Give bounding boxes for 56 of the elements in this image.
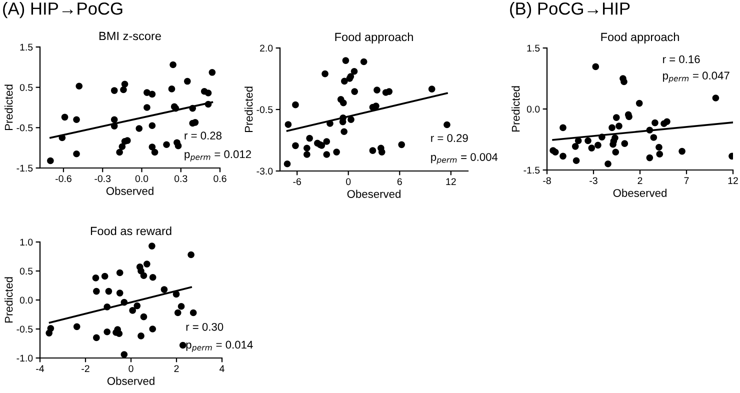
y-tick-label: 1.5: [20, 44, 33, 51]
x-tick-label: -8: [543, 177, 551, 184]
x-tick-label: 0: [128, 365, 134, 372]
y-tick-label: 0.5: [20, 268, 33, 275]
x-axis-title: Obeserved: [613, 188, 666, 197]
x-tick-label: 12: [728, 177, 738, 184]
x-tick-label: -6: [293, 178, 301, 186]
y-tick-label: 2.0: [260, 44, 273, 52]
x-tick-label: -3: [590, 177, 598, 184]
text: (B) PoCG→HIP: [510, 2, 630, 18]
y-axis-title: Predicted: [4, 84, 13, 130]
y-tick-label: -0.5: [16, 124, 33, 132]
x-tick-label: 0.6: [214, 175, 226, 182]
x-tick-label: -2: [82, 365, 90, 372]
x-axis-title: Observed: [106, 186, 154, 195]
annotation: p$_{perm}$ = 0.004: [431, 153, 498, 164]
x-tick-label: 7: [684, 177, 689, 184]
x-tick-label: 2: [174, 365, 179, 372]
x-tick-label: 0: [346, 178, 351, 186]
y-axis-title: Predicted: [244, 86, 253, 132]
x-tick-label: -0.3: [94, 175, 111, 182]
y-tick-label: -1.0: [16, 354, 33, 362]
x-axis-title: Observed: [107, 376, 154, 385]
x-tick-label: 12: [446, 178, 456, 185]
y-tick-label: -0.5: [16, 326, 33, 333]
chart-title: BMI z-score: [99, 32, 161, 40]
x-tick-label: -0.6: [56, 175, 72, 182]
y-axis-title: Predicted: [4, 277, 13, 323]
x-tick-label: 0.0: [135, 175, 148, 182]
x-tick-label: 6: [397, 178, 402, 186]
y-tick-label: -1.5: [16, 164, 33, 172]
annotation: r = 0.28: [184, 132, 222, 140]
y-tick-label: 1.0: [20, 238, 33, 246]
y-tick-label: 1.5: [527, 44, 540, 52]
y-axis-title: Predicted: [512, 86, 520, 132]
annotation: p$_{perm}$ = 0.047: [663, 72, 730, 83]
annotation: r = 0.29: [431, 134, 468, 142]
chart-title: Food approach: [335, 32, 413, 44]
text: (A) HIP→PoCG: [3, 2, 122, 18]
x-axis-title: Obeserved: [347, 190, 400, 198]
chart-title: Food approach: [601, 32, 679, 44]
chart-title: Food as reward: [90, 226, 172, 236]
x-tick-label: 0.3: [174, 175, 188, 182]
x-tick-label: 4: [220, 365, 224, 372]
y-tick-label: 0.0: [526, 106, 540, 113]
y-tick-label: -3.0: [256, 168, 273, 175]
y-tick-label: 0.5: [20, 84, 33, 91]
annotation: r = 0.16: [663, 55, 700, 64]
y-tick-label: -1.5: [524, 166, 540, 174]
y-tick-label: 0.0: [20, 296, 33, 304]
annotation: p$_{perm}$ = 0.012: [184, 150, 251, 162]
y-tick-label: -0.5: [256, 106, 273, 114]
x-tick-label: 2: [638, 177, 642, 184]
x-tick-label: -4: [36, 365, 44, 372]
annotation: r = 0.30: [186, 322, 224, 331]
annotation: p$_{perm}$ = 0.014: [186, 340, 253, 352]
